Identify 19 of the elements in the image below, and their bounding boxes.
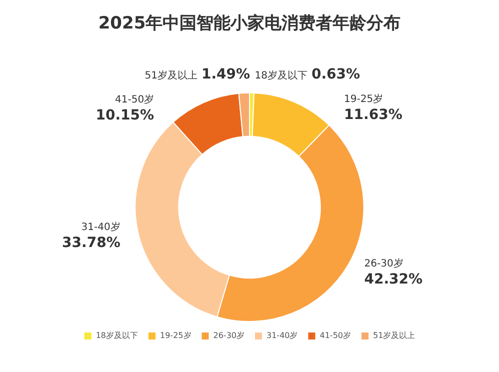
slice-label: 41-50岁	[115, 93, 154, 106]
data-label: 1.49%	[202, 66, 250, 83]
legend-label: 18岁及以下	[96, 331, 138, 340]
legend-label: 26-30岁	[213, 331, 245, 340]
slice-label: 26-30岁	[364, 258, 404, 270]
chart-title: 2025年中国智能小家电消费者年龄分布	[98, 14, 401, 34]
data-label: 11.63%	[344, 106, 402, 123]
slice-label: 19-25岁	[344, 92, 384, 105]
legend-label: 41-50岁	[320, 331, 351, 340]
slice-label: 51岁及以上	[144, 70, 198, 82]
data-label: 0.63%	[312, 66, 360, 83]
data-label: 33.78%	[62, 235, 120, 252]
legend-label: 19-25岁	[160, 331, 192, 340]
slice-label: 18岁及以下	[254, 70, 308, 82]
data-label: 10.15%	[96, 107, 154, 124]
slice-label: 31-40岁	[81, 221, 120, 234]
data-label: 42.32%	[364, 272, 423, 288]
legend-label: 51岁及以上	[372, 331, 416, 340]
legend-label: 31-40岁	[266, 331, 298, 340]
